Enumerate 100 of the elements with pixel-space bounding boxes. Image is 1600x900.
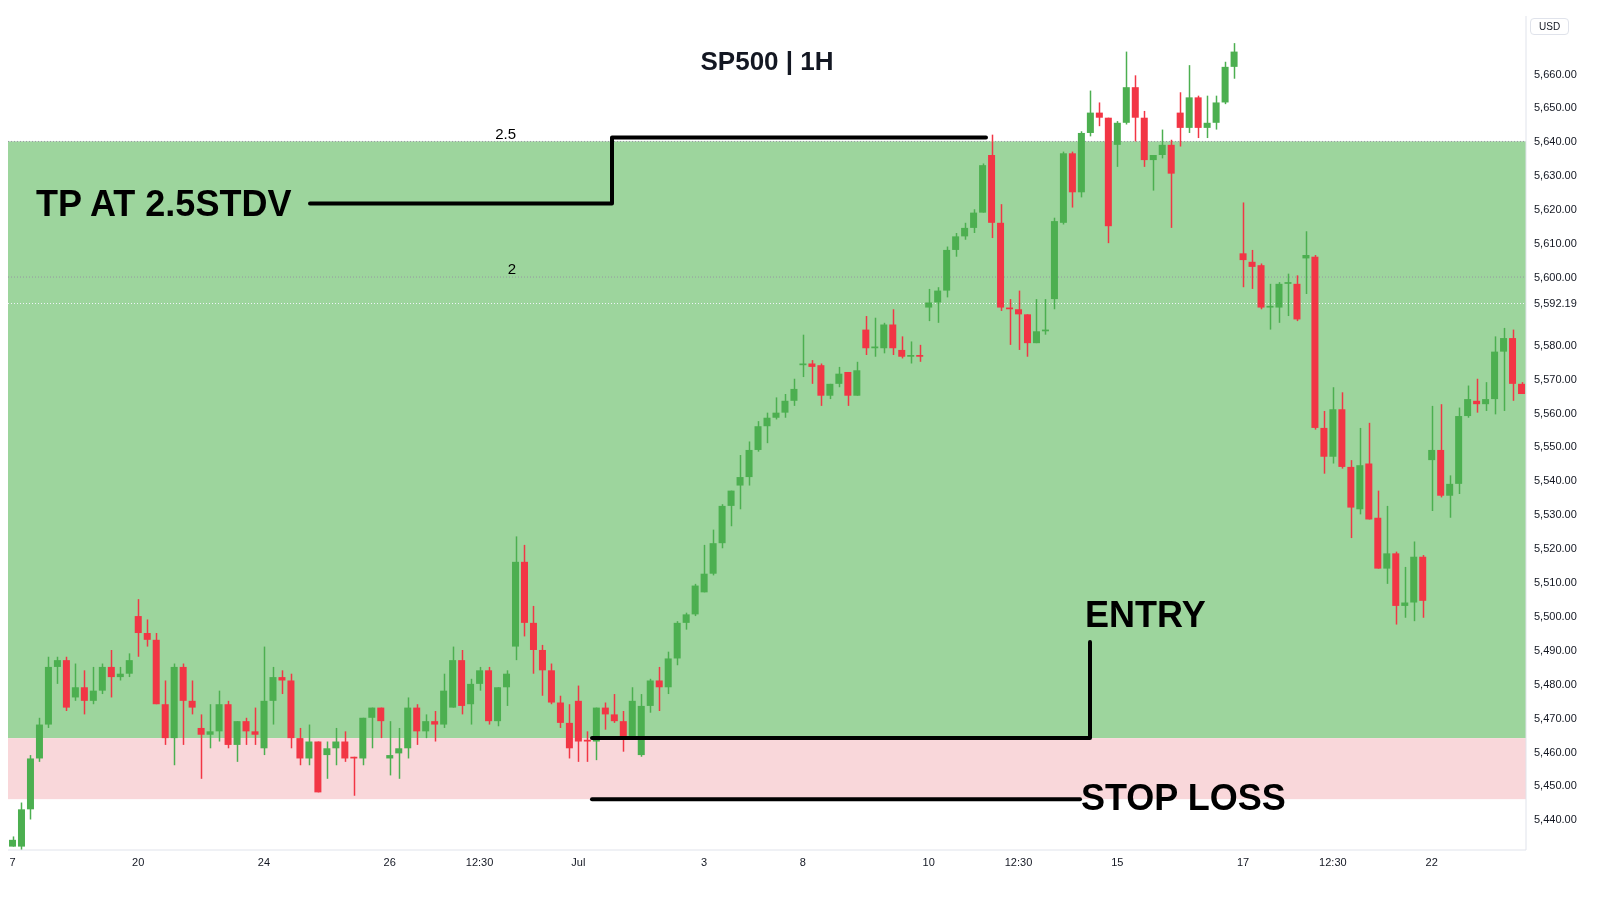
- candlestick: [1464, 384, 1472, 419]
- x-tick-label: 12:30: [1004, 855, 1033, 868]
- annotation: ENTRY: [1085, 594, 1206, 636]
- candlestick: [1212, 94, 1220, 131]
- candlestick: [206, 703, 214, 750]
- candlestick: [862, 315, 870, 356]
- candlestick: [1500, 327, 1508, 412]
- candlestick: [1176, 91, 1184, 148]
- candlestick: [1383, 505, 1391, 585]
- y-tick-label: 5,500.00: [1534, 609, 1577, 622]
- candlestick: [89, 666, 97, 705]
- candlestick: [781, 393, 789, 419]
- candlestick: [476, 666, 484, 692]
- y-tick-label: 5,620.00: [1534, 203, 1577, 216]
- candlestick: [700, 544, 708, 594]
- annotation: 2.5: [495, 124, 516, 142]
- candlestick: [754, 420, 762, 453]
- x-tick-label: 3: [701, 855, 708, 868]
- candlestick: [242, 717, 250, 746]
- y-tick-label: 5,490.00: [1534, 643, 1577, 656]
- candlestick: [431, 710, 439, 743]
- y-tick-label: 5,560.00: [1534, 406, 1577, 419]
- candlestick: [1230, 42, 1238, 80]
- x-tick-label: 17: [1236, 855, 1250, 868]
- candlestick: [125, 652, 133, 678]
- y-tick-label: 5,610.00: [1534, 237, 1577, 250]
- y-tick-label: 5,460.00: [1534, 745, 1577, 758]
- x-tick-label: Jul: [571, 855, 586, 868]
- candlestick: [952, 232, 960, 258]
- candlestick: [1428, 405, 1436, 512]
- candlestick: [503, 669, 511, 707]
- annotation: STOP LOSS: [1081, 777, 1286, 819]
- candlestick: [772, 396, 780, 421]
- candlestick: [188, 679, 196, 716]
- candlestick: [790, 378, 798, 407]
- candlestick: [889, 308, 897, 356]
- x-tick-label: 12:30: [465, 855, 494, 868]
- candlestick: [556, 694, 564, 729]
- candlestick: [143, 618, 151, 648]
- candlestick: [1284, 272, 1292, 317]
- candlestick: [251, 706, 259, 746]
- candlestick: [1086, 89, 1094, 138]
- candlestick: [925, 288, 933, 322]
- x-tick-label: 12:30: [1319, 855, 1347, 868]
- candlestick: [1248, 249, 1256, 290]
- candlestick: [1149, 154, 1157, 192]
- x-tick-label: 20: [132, 855, 145, 868]
- candlestick: [269, 666, 277, 726]
- y-tick-label: 5,550.00: [1534, 440, 1577, 453]
- candlestick: [844, 371, 852, 407]
- candlestick: [538, 644, 546, 697]
- y-tick-label: 5,540.00: [1534, 474, 1577, 487]
- y-tick-label: 5,510.00: [1534, 576, 1577, 589]
- candlestick: [1158, 128, 1166, 160]
- candlestick: [907, 340, 915, 365]
- y-tick-label: 5,630.00: [1534, 169, 1577, 182]
- x-tick-label: 7: [9, 855, 16, 868]
- candlestick: [1446, 474, 1454, 519]
- y-tick-label: 5,480.00: [1534, 677, 1577, 690]
- x-tick-label: 24: [257, 855, 271, 868]
- y-tick-label: 5,470.00: [1534, 711, 1577, 724]
- candlestick: [305, 723, 313, 766]
- x-tick-label: 22: [1425, 855, 1438, 868]
- candlestick: [1095, 101, 1103, 127]
- candlestick: [422, 713, 430, 739]
- candlestick: [763, 411, 771, 444]
- candlestick: [413, 703, 421, 746]
- candlestick: [53, 656, 61, 685]
- y-tick-label: 5,520.00: [1534, 542, 1577, 555]
- candlestick: [341, 730, 349, 763]
- candlestick: [1482, 381, 1490, 412]
- candlestick: [583, 730, 591, 763]
- candlestick: [377, 706, 385, 739]
- y-tick-label: 5,530.00: [1534, 508, 1577, 521]
- y-tick-label: 5,450.00: [1534, 779, 1577, 792]
- x-tick-label: 26: [383, 855, 396, 868]
- y-tick-label: 5,660.00: [1534, 67, 1577, 80]
- candlestick: [727, 489, 735, 527]
- y-tick-label: 5,570.00: [1534, 372, 1577, 385]
- candlestick: [934, 286, 942, 324]
- candlestick: [736, 454, 744, 511]
- candlestick: [197, 713, 205, 780]
- candlestick: [134, 598, 142, 658]
- annotation: TP AT 2.5STDV: [36, 183, 292, 225]
- candlestick: [835, 366, 843, 388]
- candlestick: [323, 740, 331, 780]
- candlestick: [368, 706, 376, 750]
- annotation: 2: [507, 260, 516, 278]
- y-tick-label: 5,600.00: [1534, 270, 1577, 283]
- candlestick: [1113, 120, 1121, 168]
- candlestick: [898, 335, 906, 360]
- candlestick: [1203, 94, 1211, 139]
- candlestick: [71, 662, 79, 702]
- candlestick: [80, 669, 88, 716]
- text: SP500 | 1H: [700, 46, 834, 76]
- y-tick-label: 5,580.00: [1534, 338, 1577, 351]
- y-tick-label: 5,440.00: [1534, 813, 1577, 826]
- candlestick: [296, 727, 304, 766]
- candlestick: [233, 720, 241, 763]
- candlestick: [970, 208, 978, 234]
